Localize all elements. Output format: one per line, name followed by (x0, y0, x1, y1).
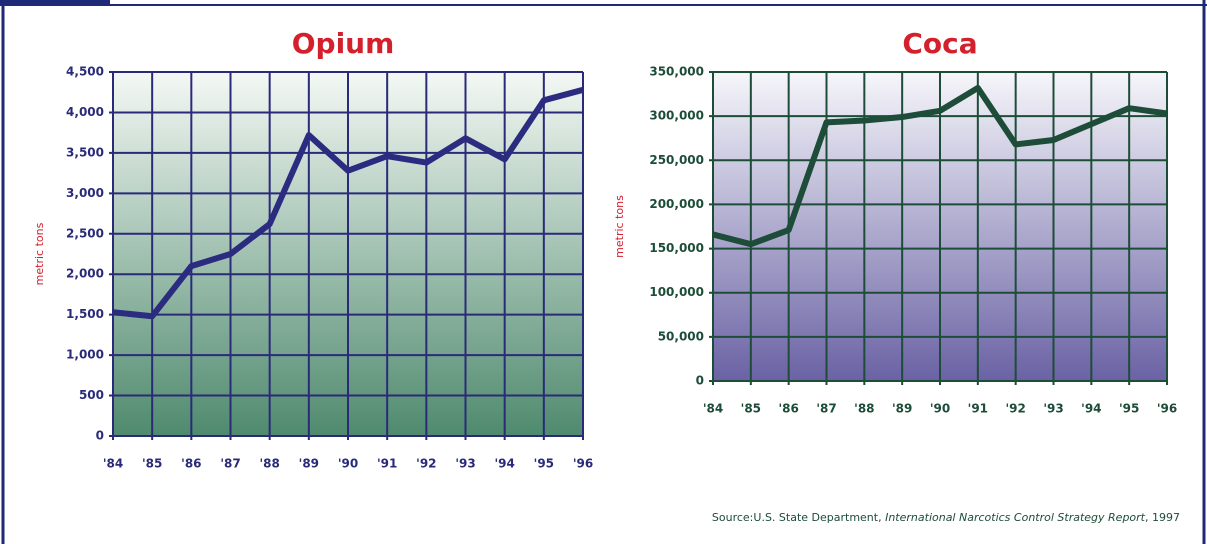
y-axis-label: metric tons (613, 195, 626, 258)
x-tick-label: '84 (703, 402, 723, 416)
x-tick-label: '90 (338, 457, 358, 471)
y-axis-label: metric tons (33, 222, 46, 285)
y-tick-label: 4,000 (66, 105, 104, 119)
source-suffix: , 1997 (1145, 511, 1180, 524)
x-tick-label: '93 (1043, 402, 1063, 416)
x-tick-label: '94 (494, 457, 514, 471)
y-tick-label: 500 (79, 388, 104, 402)
source-title: International Narcotics Control Strategy… (885, 511, 1146, 524)
y-tick-label: 3,500 (66, 145, 104, 159)
source-prefix: Source:U.S. State Department, (712, 511, 885, 524)
header-block (0, 0, 110, 6)
x-tick-label: '85 (741, 402, 761, 416)
y-tick-label: 150,000 (649, 241, 704, 255)
x-tick-label: '95 (534, 457, 554, 471)
chart-title: Coca (902, 27, 977, 60)
y-tick-label: 300,000 (649, 109, 704, 123)
x-tick-label: '91 (377, 457, 397, 471)
y-tick-label: 3,000 (66, 186, 104, 200)
y-tick-label: 2,500 (66, 226, 104, 240)
x-tick-label: '93 (455, 457, 475, 471)
y-tick-label: 350,000 (649, 65, 704, 79)
y-tick-label: 0 (696, 374, 704, 388)
y-tick-label: 1,500 (66, 307, 104, 321)
x-tick-label: '89 (892, 402, 912, 416)
y-tick-label: 2,000 (66, 267, 104, 281)
chart-title: Opium (292, 27, 395, 60)
x-tick-label: '95 (1119, 402, 1139, 416)
data-line (712, 84, 1168, 248)
x-tick-label: '88 (259, 457, 279, 471)
x-tick-label: '92 (416, 457, 436, 471)
x-tick-label: '86 (181, 457, 201, 471)
y-tick-label: 50,000 (658, 329, 704, 343)
y-tick-label: 100,000 (649, 285, 704, 299)
x-tick-label: '94 (1081, 402, 1101, 416)
x-tick-label: '86 (778, 402, 798, 416)
x-tick-label: '87 (220, 457, 240, 471)
x-tick-label: '88 (854, 402, 874, 416)
x-tick-label: '92 (1005, 402, 1025, 416)
source: Source:U.S. State Department, Internatio… (712, 511, 1180, 524)
x-tick-label: '89 (299, 457, 319, 471)
y-tick-label: 1,000 (66, 348, 104, 362)
x-tick-label: '84 (103, 457, 123, 471)
x-tick-label: '90 (930, 402, 950, 416)
y-tick-label: 0 (96, 429, 104, 443)
y-tick-label: 250,000 (649, 153, 704, 167)
x-tick-label: '87 (816, 402, 836, 416)
x-tick-label: '85 (142, 457, 162, 471)
x-tick-label: '96 (573, 457, 593, 471)
x-tick-label: '91 (968, 402, 988, 416)
x-tick-label: '96 (1157, 402, 1177, 416)
data-line (112, 86, 584, 320)
y-tick-label: 200,000 (649, 197, 704, 211)
y-tick-label: 4,500 (66, 65, 104, 79)
